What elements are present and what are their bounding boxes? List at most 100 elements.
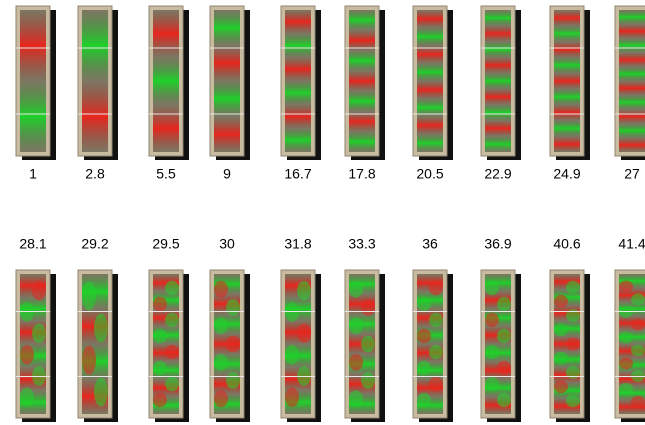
mode-panel	[78, 6, 118, 160]
frequency-label: 29.2	[81, 236, 108, 252]
mode-blob	[429, 313, 443, 328]
mode-blob	[297, 324, 311, 343]
mode-pattern	[285, 10, 311, 152]
mode-pattern	[214, 10, 240, 152]
mode-blob	[631, 396, 645, 408]
mode-pattern	[349, 10, 375, 152]
mode-blob	[497, 329, 511, 344]
frequency-label: 22.9	[484, 166, 511, 182]
mode-blob	[32, 366, 46, 385]
mode-blob	[153, 297, 167, 312]
mode-blob	[417, 329, 431, 344]
mode-blob	[554, 380, 568, 393]
mode-blob	[94, 313, 108, 342]
frequency-label: 17.8	[348, 166, 375, 182]
mode-blob	[417, 297, 431, 312]
frequency-label: 5.5	[156, 166, 176, 182]
mode-panel	[413, 6, 453, 160]
mode-panel	[210, 270, 250, 422]
mode-blob	[485, 313, 499, 328]
mode-blob	[619, 383, 633, 395]
mode-pattern	[417, 10, 443, 152]
figure: 128.12.829.25.529.593016.731.817.833.320…	[0, 0, 645, 425]
mode-blob	[285, 302, 299, 321]
mode-blob	[285, 345, 299, 364]
frequency-label: 2.8	[85, 166, 105, 182]
mode-blob	[285, 388, 299, 407]
frequency-label: 36	[422, 236, 438, 252]
mode-blob	[429, 345, 443, 360]
mode-pattern	[20, 10, 46, 152]
frequency-label: 1	[29, 166, 37, 182]
frequency-label: 16.7	[284, 166, 311, 182]
mode-blob	[32, 324, 46, 343]
mode-blob	[32, 281, 46, 300]
mode-blob	[214, 281, 228, 298]
mode-panel	[281, 6, 321, 160]
mode-blob	[165, 377, 179, 392]
mode-pattern	[417, 274, 443, 414]
mode-blob	[485, 377, 499, 392]
mode-blob	[554, 295, 568, 308]
frequency-label: 28.1	[19, 236, 46, 252]
frequency-label: 29.5	[152, 236, 179, 252]
mode-blob	[165, 281, 179, 296]
mode-blob	[631, 319, 645, 331]
mode-blob	[20, 388, 34, 407]
mode-blob	[619, 306, 633, 318]
frequency-label: 40.6	[553, 236, 580, 252]
mode-blob	[631, 345, 645, 357]
mode-blob	[361, 336, 375, 353]
mode-blob	[566, 281, 580, 294]
mode-blob	[214, 354, 228, 371]
mode-blob	[417, 361, 431, 376]
mode-blob	[165, 313, 179, 328]
mode-blob	[631, 293, 645, 305]
mode-blob	[349, 317, 363, 334]
mode-blob	[82, 281, 96, 310]
mode-blob	[94, 377, 108, 406]
mode-panel	[550, 6, 590, 160]
mode-blob	[153, 393, 167, 408]
mode-panel	[210, 6, 250, 160]
mode-pattern	[485, 10, 511, 152]
frequency-label: 31.8	[284, 236, 311, 252]
mode-panel	[281, 270, 321, 422]
mode-pattern	[619, 10, 645, 152]
mode-blob	[429, 377, 443, 392]
frequency-label: 24.9	[553, 166, 580, 182]
mode-panel	[16, 270, 56, 422]
mode-blob	[361, 372, 375, 389]
mode-blob	[214, 391, 228, 408]
mode-blob	[497, 297, 511, 312]
mode-blob	[226, 372, 240, 389]
mode-blob	[153, 361, 167, 376]
mode-blob	[417, 393, 431, 408]
mode-panel	[16, 6, 56, 160]
mode-pattern	[82, 10, 108, 152]
frequency-label: 30	[219, 236, 235, 252]
mode-blob	[20, 345, 34, 364]
mode-blob	[226, 299, 240, 316]
mode-blob	[361, 299, 375, 316]
mode-blob	[497, 361, 511, 376]
frequency-label: 9	[223, 166, 231, 182]
mode-blob	[349, 354, 363, 371]
mode-blob	[485, 345, 499, 360]
mode-blob	[349, 391, 363, 408]
mode-blob	[20, 302, 34, 321]
mode-panel	[615, 6, 645, 160]
mode-panel	[413, 270, 453, 422]
mode-blob	[554, 323, 568, 336]
mode-blob	[554, 352, 568, 365]
mode-panel	[78, 270, 118, 422]
frequency-label: 27	[624, 166, 640, 182]
frequency-label: 33.3	[348, 236, 375, 252]
mode-blob	[566, 338, 580, 351]
mode-blob	[82, 345, 96, 374]
mode-panel	[550, 270, 590, 422]
mode-blob	[429, 281, 443, 296]
mode-blob	[485, 281, 499, 296]
mode-blob	[631, 370, 645, 382]
mode-pattern	[153, 10, 179, 152]
